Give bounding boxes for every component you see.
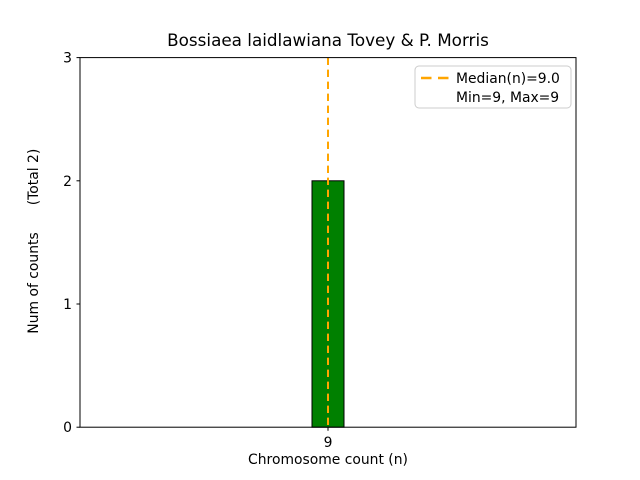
y-tick-label: 2 xyxy=(63,174,72,190)
x-axis-ticks: 9 xyxy=(324,427,333,451)
y-axis-ticks: 0 1 2 3 xyxy=(63,51,80,436)
y-tick-label: 3 xyxy=(63,51,72,67)
y-axis-label: Num of counts xyxy=(26,232,42,333)
y-tick-label: 0 xyxy=(63,420,72,436)
x-axis-label: Chromosome count (n) xyxy=(248,452,408,468)
legend-entry-median: Median(n)=9.0 xyxy=(456,71,560,87)
y-tick-label: 1 xyxy=(63,297,72,313)
legend: Median(n)=9.0 Min=9, Max=9 xyxy=(414,65,572,109)
legend-entry-minmax: Min=9, Max=9 xyxy=(456,90,559,106)
y-axis-label-secondary: (Total 2) xyxy=(26,149,42,206)
x-tick-label: 9 xyxy=(324,435,333,451)
chart-title: Bossiaea laidlawiana Tovey & P. Morris xyxy=(167,30,489,50)
legend-box xyxy=(414,65,572,109)
